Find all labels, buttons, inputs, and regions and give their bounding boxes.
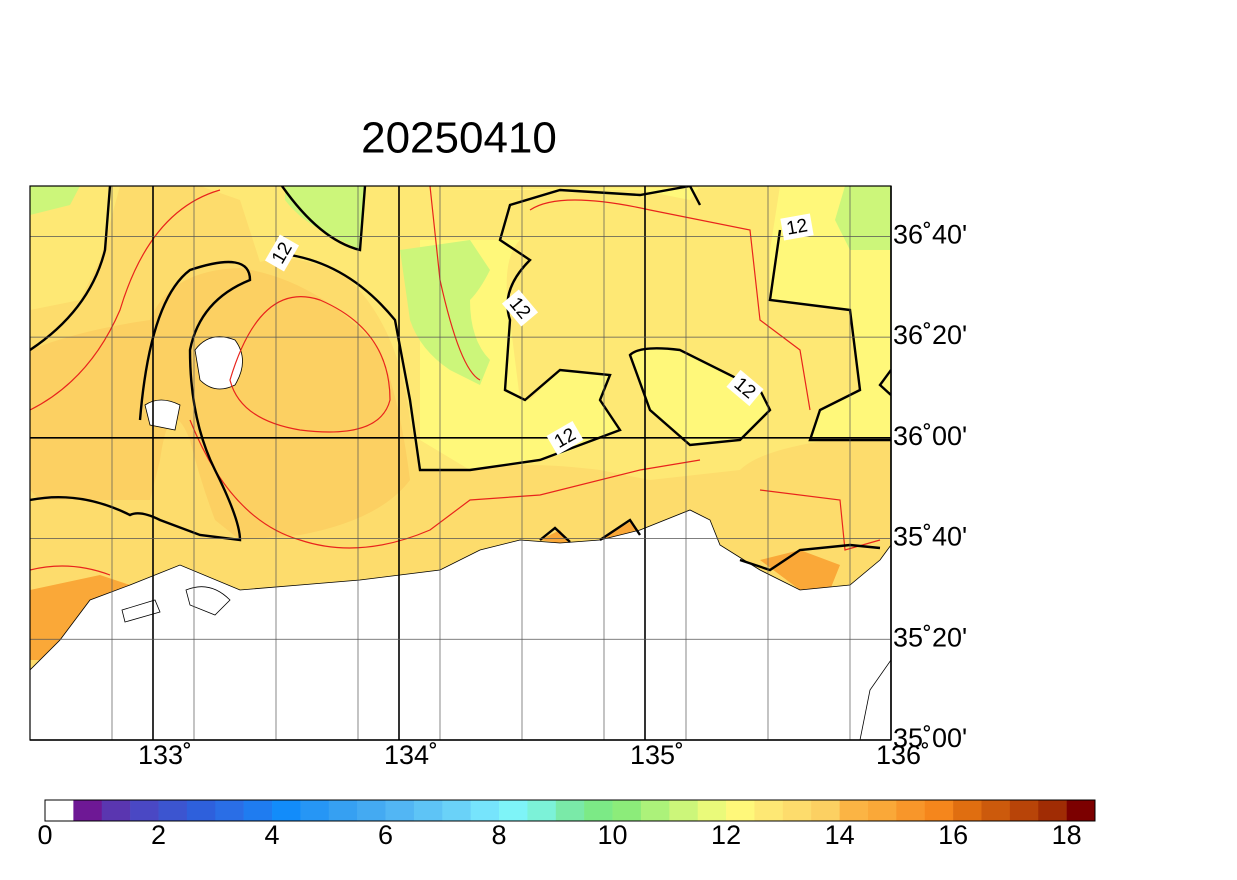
colorbar-box: [45, 800, 74, 821]
map-frame: [29, 185, 892, 741]
colorbar-tick-label: 0: [37, 820, 52, 850]
colorbar-box: [73, 800, 103, 821]
colorbar-box: [470, 800, 500, 821]
y-tick-label: 35˚40': [893, 522, 967, 552]
y-tick-label: 36˚20': [893, 320, 967, 350]
colorbar-tick-label: 6: [378, 820, 393, 850]
colorbar-box: [101, 800, 131, 821]
colorbar-tick-label: 14: [825, 820, 855, 850]
label-box: [264, 234, 300, 272]
colorbar-box: [669, 800, 699, 821]
colorbar-box: [612, 800, 642, 821]
colorbar-box: [584, 800, 613, 821]
colorbar-box: [896, 800, 926, 821]
contour-label-text: 12: [785, 215, 809, 239]
colorbar-frame: [44, 799, 1096, 822]
colorbar-tick-label: 16: [938, 820, 968, 850]
x-tick-label: 135˚: [630, 740, 684, 770]
colorbar-box: [924, 800, 954, 821]
colorbar-box: [442, 800, 471, 821]
contour-label: 12: [780, 213, 814, 241]
colorbar-box: [726, 800, 755, 821]
colorbar-box: [499, 800, 528, 821]
colorbar-tick-label: 10: [598, 820, 628, 850]
colorbar-box: [243, 800, 273, 821]
colorbar-box: [953, 800, 982, 821]
colorbar-box: [754, 800, 784, 821]
colorbar-tick-label: 2: [151, 820, 166, 850]
colorbar-box: [782, 800, 812, 821]
colorbar-box: [357, 800, 386, 821]
colorbar: 0 2 4 6 8 10 12 14 16 18: [37, 799, 1096, 850]
colorbar-box: [697, 800, 727, 821]
x-tick-label: 134˚: [384, 740, 438, 770]
colorbar-box: [1066, 800, 1096, 821]
colorbar-box: [272, 800, 301, 821]
colorbar-box: [158, 800, 188, 821]
y-tick-label: 35˚20': [893, 622, 967, 652]
label-box: [546, 420, 584, 456]
colorbar-box: [640, 800, 670, 821]
sst-field: [30, 186, 891, 740]
colorbar-tick-label: 18: [1052, 820, 1082, 850]
colorbar-tick-label: 8: [492, 820, 507, 850]
x-tick-label: 133˚: [138, 740, 192, 770]
colorbar-box: [413, 800, 443, 821]
colorbar-box: [981, 800, 1011, 821]
y-tick-label: 35˚00': [893, 723, 967, 753]
colorbar-box: [1009, 800, 1039, 821]
y-tick-label: 36˚40': [893, 219, 967, 249]
colorbar-box: [186, 800, 216, 821]
colorbar-box: [555, 800, 585, 821]
colorbar-box: [130, 800, 159, 821]
title: 20250410: [361, 114, 557, 163]
colorbar-box: [215, 800, 244, 821]
colorbar-box: [839, 800, 869, 821]
colorbar-box: [385, 800, 415, 821]
colorbar-box: [867, 800, 897, 821]
colorbar-box: [811, 800, 840, 821]
label-box: [501, 289, 539, 327]
y-tick-label: 36˚00': [893, 421, 967, 451]
label-box: [726, 369, 764, 407]
label-box: [780, 213, 814, 241]
colorbar-box: [300, 800, 330, 821]
colorbar-tick-label: 12: [711, 820, 741, 850]
colorbar-box: [328, 800, 358, 821]
colorbar-box: [1038, 800, 1067, 821]
colorbar-tick-label: 4: [265, 820, 280, 850]
colorbar-box: [527, 800, 557, 821]
x-tick-label: 136˚: [876, 740, 930, 770]
